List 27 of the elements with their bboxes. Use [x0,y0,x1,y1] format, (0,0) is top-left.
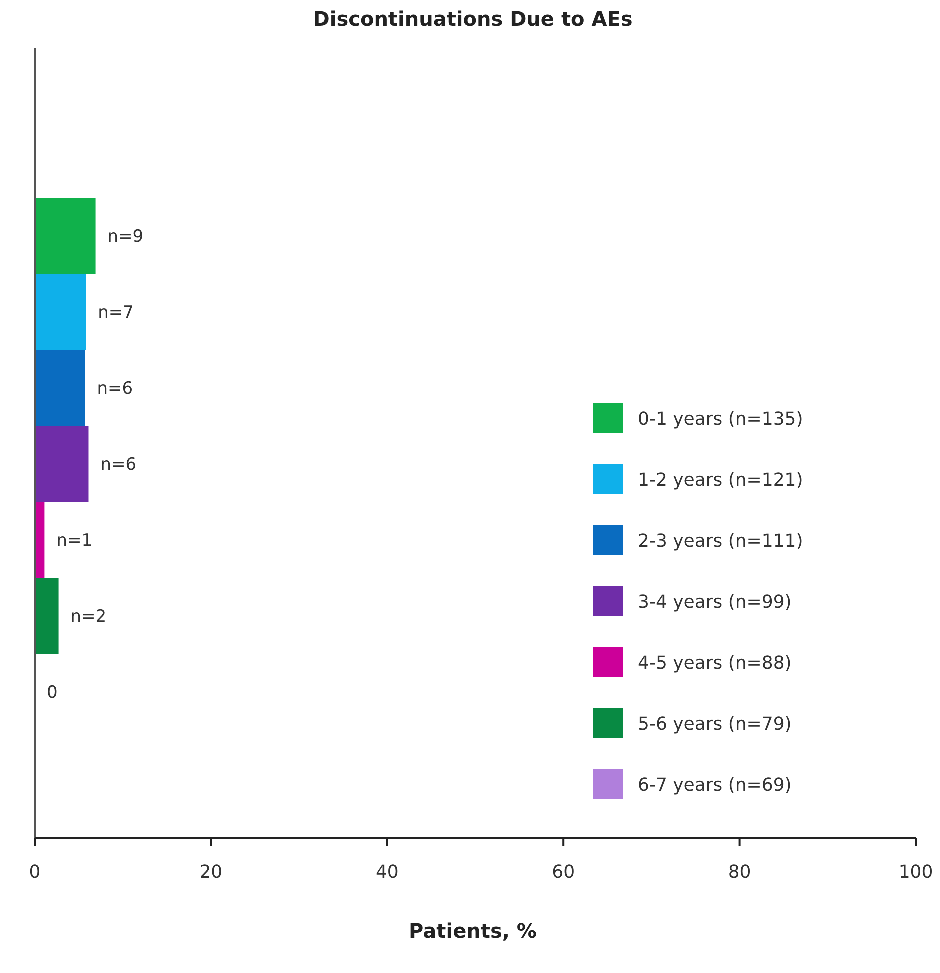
chart-title: Discontinuations Due to AEs [313,7,633,31]
x-tick-label: 20 [200,862,223,883]
legend-label: 4-5 years (n=88) [638,653,792,674]
legend-label: 5-6 years (n=79) [638,714,792,735]
legend-label: 3-4 years (n=99) [638,592,792,613]
x-tick-label: 80 [728,862,752,883]
annotation: n=9 [108,227,144,247]
x-tick-label: 60 [552,862,576,883]
bar [35,426,89,502]
bar [35,350,86,426]
legend-label: 0-1 years (n=135) [638,409,804,430]
annotation: n=6 [97,379,134,399]
x-tick-label: 100 [898,862,934,883]
bar [35,198,96,274]
bar [35,274,86,350]
x-tick-label: 40 [376,862,399,883]
bar [35,578,59,654]
annotation: n=1 [56,531,93,551]
annotation: n=6 [100,455,137,475]
legend-label: 1-2 years (n=121) [638,470,804,491]
annotation: 0 [47,683,58,703]
x-axis-title: Patients, % [409,919,537,943]
x-tick-label: 0 [29,862,41,883]
legend-label: 2-3 years (n=111) [638,531,804,552]
annotation: n=7 [98,303,134,323]
annotation: n=2 [70,607,107,627]
legend-label: 6-7 years (n=69) [638,775,792,796]
